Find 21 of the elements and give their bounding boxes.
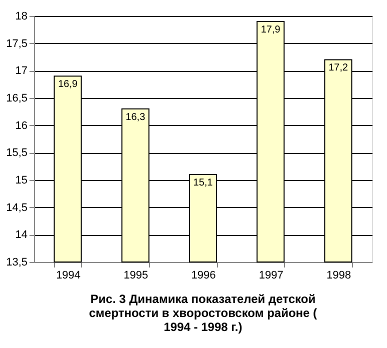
y-tick-label: 16 xyxy=(15,120,28,132)
data-label: 17,2 xyxy=(328,62,348,74)
y-tick-label: 17,5 xyxy=(6,38,28,50)
x-tick-label: 1995 xyxy=(124,270,148,282)
y-tick-label: 13,5 xyxy=(6,256,28,268)
data-label: 15,1 xyxy=(193,178,214,189)
data-label: 16,9 xyxy=(58,79,78,90)
x-tick-label: 1996 xyxy=(191,270,216,282)
y-tick-label: 16,5 xyxy=(6,92,28,104)
text: Рис. 3 Динамика показателей детской смертности в хворостовском районе ( 1994 - 1998 г.) xyxy=(88,292,318,334)
x-tick-label: 1997 xyxy=(258,270,284,282)
y-tick-label: 14 xyxy=(15,229,28,242)
x-tick-label: 1994 xyxy=(56,270,81,282)
x-tick-label: 1998 xyxy=(326,270,351,282)
y-tick-label: 17 xyxy=(15,65,28,78)
data-label: 17,9 xyxy=(260,24,281,36)
y-tick-label: 15 xyxy=(15,174,28,186)
y-tick-label: 18 xyxy=(15,10,28,22)
data-label: 16,3 xyxy=(126,112,146,123)
y-tick-label: 14,5 xyxy=(6,202,28,214)
y-tick-label: 15,5 xyxy=(6,147,28,160)
